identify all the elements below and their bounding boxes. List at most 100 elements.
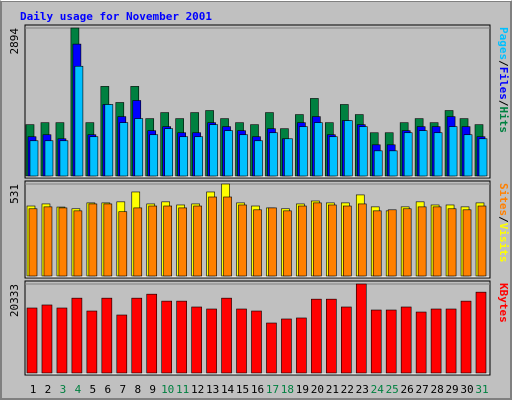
x-tick-label: 13 bbox=[206, 383, 219, 396]
legend-entry: KBytes bbox=[497, 283, 510, 323]
bar bbox=[103, 203, 113, 277]
bar bbox=[403, 132, 413, 177]
x-tick-label: 11 bbox=[176, 383, 189, 396]
bar bbox=[251, 310, 262, 374]
bar bbox=[415, 311, 427, 374]
bar bbox=[163, 205, 172, 277]
x-tick-label: 23 bbox=[356, 383, 369, 396]
bar bbox=[475, 291, 487, 374]
legend-entry: Files bbox=[497, 67, 510, 100]
x-tick-label: 30 bbox=[460, 383, 473, 396]
bar bbox=[239, 134, 248, 177]
bar bbox=[148, 205, 158, 277]
bar bbox=[206, 308, 217, 374]
bar bbox=[417, 206, 427, 277]
bar bbox=[388, 150, 398, 177]
x-tick-label: 21 bbox=[326, 383, 339, 396]
x-tick-label: 5 bbox=[90, 383, 97, 396]
bar bbox=[223, 196, 232, 277]
x-tick-label: 29 bbox=[445, 383, 458, 396]
bar bbox=[193, 205, 202, 277]
x-tick-label: 24 bbox=[371, 383, 385, 396]
x-tick-label: 9 bbox=[149, 383, 156, 396]
bar bbox=[329, 136, 338, 177]
bar bbox=[29, 140, 39, 177]
legend: Sites/Visits bbox=[497, 183, 510, 263]
bar bbox=[253, 209, 262, 277]
y-tick-label: 531 bbox=[8, 184, 21, 204]
bar bbox=[221, 297, 232, 374]
bar bbox=[433, 132, 443, 177]
bar bbox=[343, 120, 353, 177]
bar bbox=[268, 207, 277, 277]
legend-entry: Hits bbox=[497, 107, 510, 134]
bar bbox=[208, 196, 217, 277]
bar bbox=[73, 210, 83, 277]
x-tick-label: 22 bbox=[341, 383, 354, 396]
bar bbox=[445, 308, 457, 374]
bar bbox=[161, 300, 172, 374]
bar bbox=[373, 150, 383, 177]
bar bbox=[342, 205, 352, 277]
bar bbox=[418, 130, 428, 177]
x-tick-label: 27 bbox=[416, 383, 429, 396]
legend-separator: / bbox=[497, 60, 510, 67]
bar bbox=[164, 128, 173, 177]
bar bbox=[462, 209, 472, 277]
bar bbox=[298, 205, 307, 277]
x-tick-label: 10 bbox=[161, 383, 174, 396]
bar bbox=[149, 134, 159, 177]
x-tick-label: 26 bbox=[401, 383, 414, 396]
x-tick-label: 18 bbox=[281, 383, 294, 396]
bar bbox=[340, 306, 352, 374]
x-tick-label: 2 bbox=[45, 383, 52, 396]
bar bbox=[358, 126, 368, 177]
x-tick-label: 7 bbox=[119, 383, 126, 396]
bar bbox=[236, 308, 247, 374]
bar bbox=[133, 207, 143, 277]
chart-title: Daily usage for November 2001 bbox=[20, 10, 212, 23]
bar bbox=[448, 126, 458, 177]
bar bbox=[224, 130, 233, 177]
x-tick-label: 3 bbox=[60, 383, 67, 396]
bar bbox=[194, 136, 203, 177]
bar bbox=[146, 293, 158, 374]
bar bbox=[88, 203, 98, 277]
bar bbox=[59, 140, 69, 177]
bar bbox=[328, 204, 337, 277]
x-tick-label: 17 bbox=[266, 383, 279, 396]
x-tick-label: 4 bbox=[75, 383, 82, 396]
bar bbox=[447, 208, 457, 277]
bar bbox=[314, 122, 323, 177]
legend-separator: / bbox=[497, 216, 510, 223]
bar bbox=[254, 140, 263, 177]
bar bbox=[209, 124, 218, 177]
x-tick-label: 14 bbox=[221, 383, 235, 396]
bar bbox=[355, 283, 367, 374]
bar bbox=[131, 297, 143, 374]
x-tick-label: 1 bbox=[30, 383, 37, 396]
bar bbox=[460, 300, 472, 374]
legend: Pages/Files/Hits bbox=[497, 27, 510, 133]
x-tick-label: 19 bbox=[296, 383, 309, 396]
bar bbox=[299, 126, 308, 177]
bar bbox=[56, 307, 68, 374]
bar bbox=[116, 314, 128, 374]
bar bbox=[477, 205, 487, 277]
bar bbox=[387, 209, 397, 277]
bar bbox=[385, 309, 397, 374]
bar bbox=[478, 138, 488, 177]
bar bbox=[44, 140, 54, 177]
x-tick-label: 31 bbox=[475, 383, 488, 396]
bar bbox=[119, 122, 129, 177]
bar bbox=[178, 207, 187, 277]
bar bbox=[370, 309, 382, 374]
bar bbox=[281, 318, 292, 374]
x-tick-label: 15 bbox=[236, 383, 249, 396]
legend-entry: Visits bbox=[497, 223, 510, 263]
bar bbox=[326, 298, 337, 374]
bar bbox=[74, 65, 84, 177]
bar bbox=[86, 310, 98, 374]
bar bbox=[400, 306, 412, 374]
